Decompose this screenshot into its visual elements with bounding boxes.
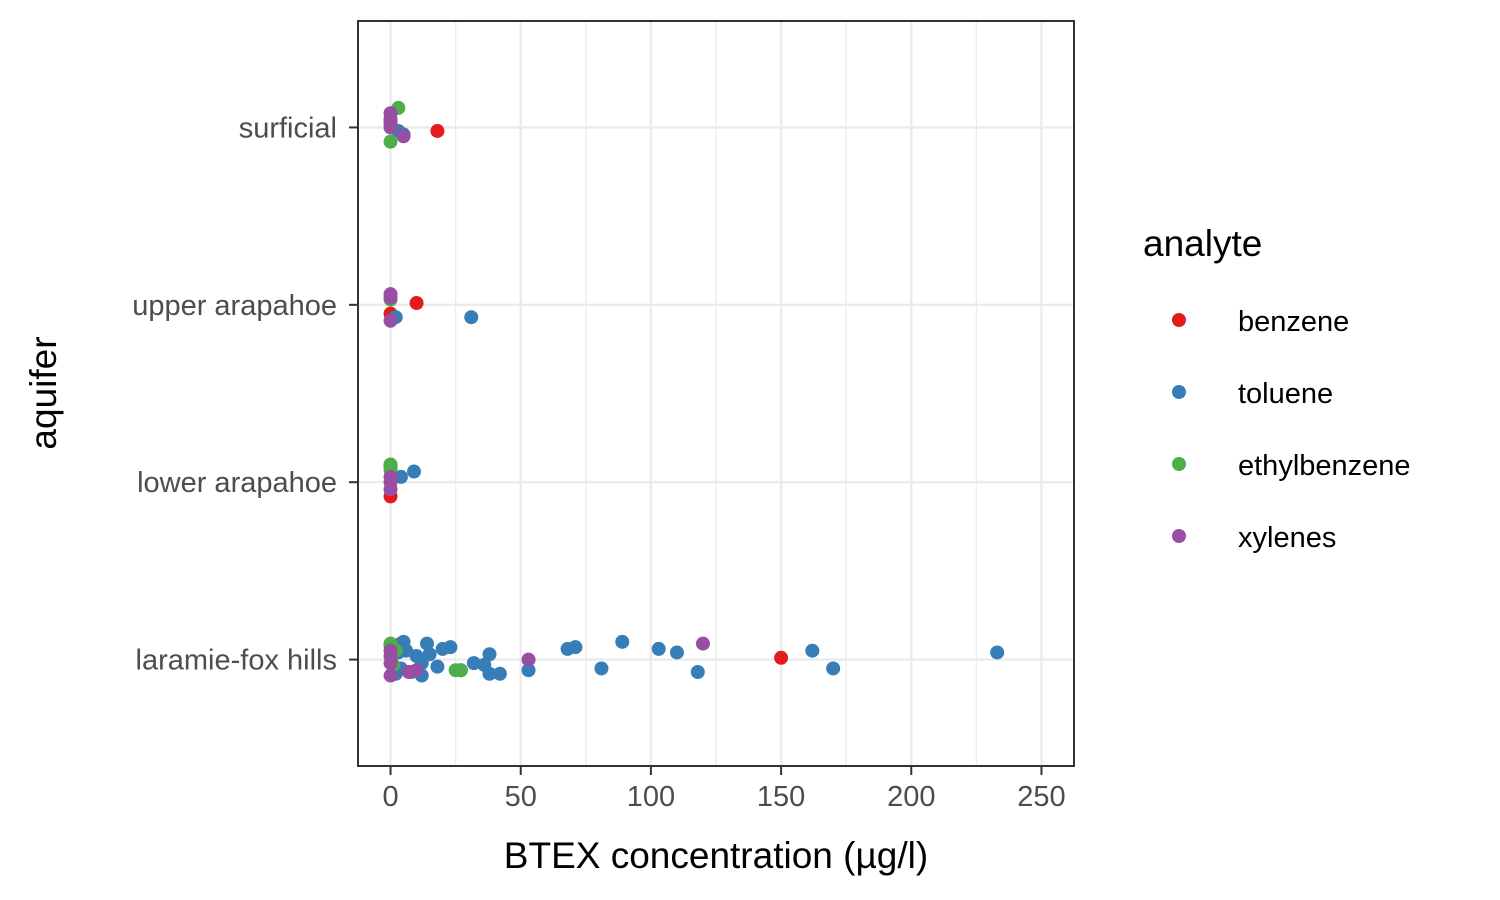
data-points [383,100,1005,683]
legend-title: analyte [1143,223,1262,264]
legend-items: benzene toluene ethylbenzene xylenes [1172,306,1411,554]
x-axis: 0 50 100 150 200 250 [382,766,1066,813]
data-point-benzene [430,123,445,138]
data-point-ethylbenzene [383,134,398,149]
legend-label-toluene: toluene [1238,378,1333,410]
data-point-xylenes [383,290,398,305]
legend-key-xylenes [1172,529,1186,543]
data-point-xylenes [396,129,411,144]
data-point-xylenes [383,668,398,683]
x-tick-label: 100 [627,781,675,813]
x-tick-label: 250 [1017,781,1065,813]
data-point-xylenes [383,120,398,135]
data-point-toluene [594,661,609,676]
x-tick-label: 0 [382,781,398,813]
data-point-toluene [826,661,841,676]
data-point-toluene [435,641,450,656]
plot-panel-border [357,20,1075,767]
legend-label-ethylbenzene: ethylbenzene [1238,450,1411,482]
legend-label-benzene: benzene [1238,306,1349,338]
data-point-toluene [560,641,575,656]
data-point-xylenes [401,664,416,679]
data-point-xylenes [383,482,398,497]
data-point-toluene [651,641,666,656]
legend-label-xylenes: xylenes [1238,522,1336,554]
data-point-xylenes [383,656,398,671]
data-point-xylenes [521,652,536,667]
series-xylenes [383,106,710,683]
data-point-benzene [409,296,424,311]
data-point-toluene [521,663,536,678]
data-point-toluene [477,657,492,672]
data-point-toluene [990,645,1005,660]
data-point-toluene [393,469,408,484]
x-tick-label: 200 [887,781,935,813]
data-point-benzene [774,650,789,665]
y-tick-label: upper arapahoe [132,290,337,322]
data-point-toluene [419,636,434,651]
legend-key-ethylbenzene [1172,457,1186,471]
data-point-toluene [430,659,445,674]
x-tick-label: 150 [757,781,805,813]
x-tick-label: 50 [505,781,537,813]
legend: analyte benzene toluene ethylbenzene xylene… [1143,223,1411,554]
y-tick-label: laramie-fox hills [136,645,337,677]
data-point-xylenes [695,636,710,651]
data-point-toluene [482,647,497,662]
y-tick-label: surficial [239,112,337,144]
y-axis: surficial upper arapahoe lower arapahoe lar… [132,112,358,677]
data-point-toluene [615,634,630,649]
legend-key-toluene [1172,385,1186,399]
grid-lines [358,21,1074,766]
data-point-toluene [466,656,481,671]
data-point-toluene [406,464,421,479]
data-point-toluene [492,666,507,681]
data-point-xylenes [383,313,398,328]
data-point-toluene [690,664,705,679]
x-axis-title: BTEX concentration (µg/l) [504,835,928,876]
y-tick-label: lower arapahoe [137,467,337,499]
data-point-toluene [464,310,479,325]
data-point-toluene [805,643,820,658]
y-axis-title: aquifer [23,336,64,449]
data-point-toluene [669,645,684,660]
legend-key-benzene [1172,313,1186,327]
data-point-toluene [409,649,424,664]
data-point-ethylbenzene [448,663,463,678]
